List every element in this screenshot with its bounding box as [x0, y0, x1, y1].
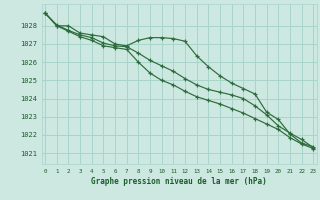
X-axis label: Graphe pression niveau de la mer (hPa): Graphe pression niveau de la mer (hPa) [91, 177, 267, 186]
